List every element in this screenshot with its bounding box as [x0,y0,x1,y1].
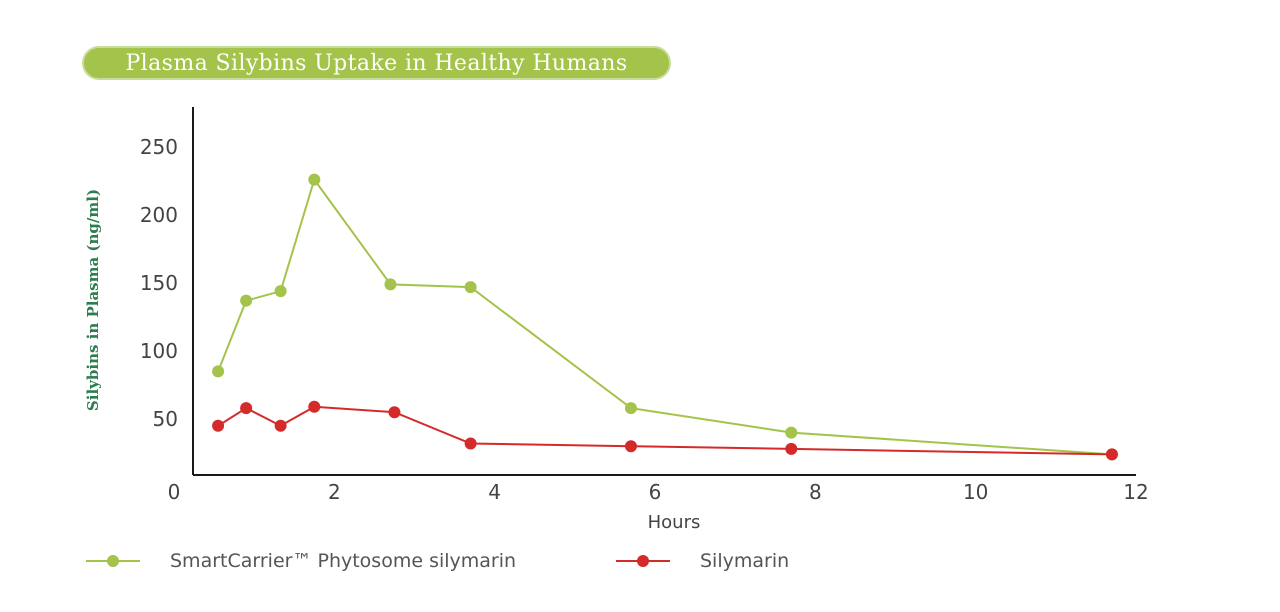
x-tick-label: 6 [649,480,662,504]
data-point-series-0 [464,281,477,294]
x-tick-label: 0 [168,480,181,504]
data-point-series-1 [308,400,321,413]
y-tick-label: 50 [153,407,178,431]
data-point-series-1 [464,437,477,450]
x-axis-label: Hours [648,512,701,533]
data-point-series-0 [308,173,321,186]
x-tick-label: 12 [1123,480,1148,504]
legend-marker [637,555,649,567]
y-tick-label: 200 [140,203,178,227]
legend-item-silymarin: Silymarin [616,545,789,577]
data-point-series-0 [785,426,798,439]
data-point-series-1 [240,402,253,415]
data-point-series-0 [274,285,287,298]
data-point-series-1 [624,440,637,453]
legend-swatch-silymarin [616,545,670,577]
data-point-series-1 [785,442,798,455]
legend-label-silymarin: Silymarin [700,550,790,572]
data-point-series-1 [388,406,401,419]
x-tick-label: 2 [328,480,341,504]
legend-marker [107,555,119,567]
data-point-series-1 [212,419,225,432]
y-tick-label: 100 [140,339,178,363]
x-tick-label: 4 [488,480,501,504]
data-point-series-1 [274,419,287,432]
y-tick-label: 250 [140,135,178,159]
series-line-0 [217,177,1112,456]
y-tick-label: 150 [140,271,178,295]
data-point-series-0 [624,402,637,415]
x-tick-label: 10 [963,480,988,504]
legend-item-smartcarrier: SmartCarrier™ Phytosome silymarin [86,545,516,577]
chart-title: Plasma Silybins Uptake in Healthy Humans [82,46,671,80]
data-point-series-0 [384,278,397,291]
x-tick-label: 8 [809,480,822,504]
legend-label-smartcarrier: SmartCarrier™ Phytosome silymarin [170,550,517,572]
data-point-series-0 [212,365,225,378]
legend-swatch-smartcarrier [86,545,140,577]
data-point-series-1 [1105,448,1118,461]
data-point-series-0 [240,294,253,307]
